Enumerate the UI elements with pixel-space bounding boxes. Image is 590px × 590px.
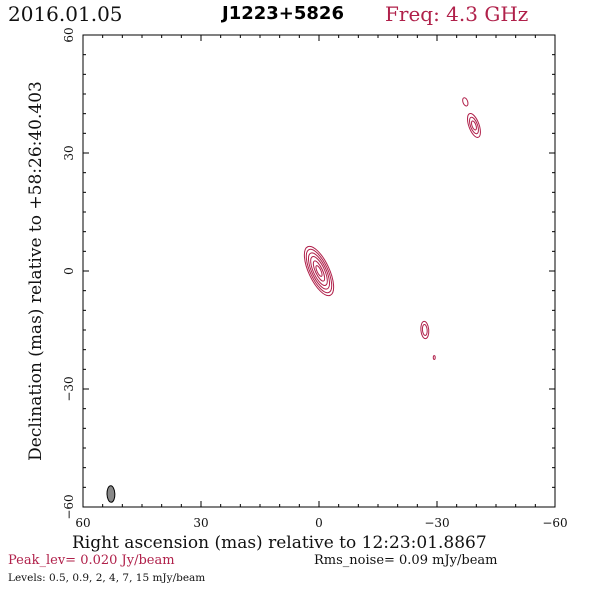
contour-core <box>305 248 333 294</box>
frequency-label: Freq: 4.3 GHz <box>385 2 529 26</box>
rms-noise: Rms_noise= 0.09 mJy/beam <box>314 553 498 568</box>
x-tick-label: −60 <box>542 516 567 530</box>
contour-core <box>310 256 328 286</box>
y-axis-label: Declination (mas) relative to +58:26:40.… <box>26 81 46 461</box>
peak-level: Peak_lev= 0.020 Jy/beam <box>8 553 175 568</box>
contour-jet-4 <box>432 355 436 360</box>
x-axis-label: Right ascension (mas) relative to 12:23:… <box>72 533 487 553</box>
y-tick-label: 0 <box>62 267 76 275</box>
contour-jet-2 <box>469 116 479 135</box>
x-tick-label: 30 <box>193 516 208 530</box>
source-name: J1223+5826 <box>222 3 344 24</box>
y-tick-label: −60 <box>62 494 76 519</box>
contour-core <box>315 265 323 277</box>
axis-ticks <box>82 34 556 508</box>
y-tick-label: 60 <box>62 27 76 42</box>
contour-layer <box>303 97 481 360</box>
x-tick-label: 0 <box>315 516 323 530</box>
observation-date: 2016.01.05 <box>8 2 123 26</box>
plot-frame <box>82 34 556 508</box>
contour-jet-1 <box>421 324 428 336</box>
contour-core <box>307 252 331 290</box>
beam-ellipse <box>106 485 116 503</box>
contour-jet-2 <box>467 113 481 138</box>
contour-levels: Levels: 0.5, 0.9, 2, 4, 7, 15 mJy/beam <box>8 572 206 584</box>
contour-jet-2 <box>471 120 477 131</box>
contour-jet-1 <box>420 320 430 340</box>
x-tick-label: 60 <box>75 516 90 530</box>
beam-layer <box>106 485 116 503</box>
y-tick-label: −30 <box>62 376 76 401</box>
x-tick-label: −30 <box>424 516 449 530</box>
y-tick-label: 30 <box>62 145 76 160</box>
contour-core <box>303 245 335 297</box>
contour-core <box>312 260 326 282</box>
contour-jet-3 <box>462 97 469 107</box>
